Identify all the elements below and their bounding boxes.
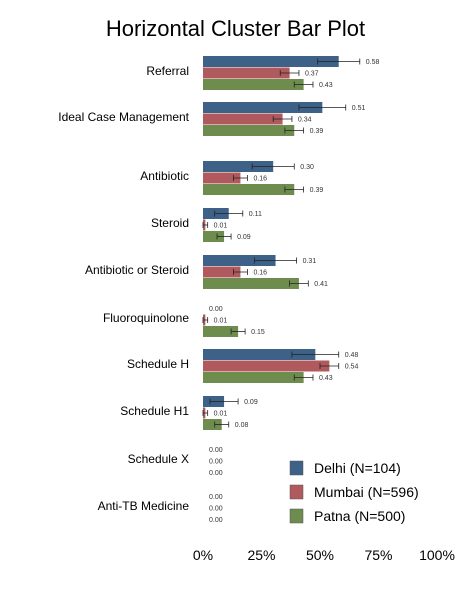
bar — [203, 172, 241, 184]
data-label: 0.00 — [209, 459, 223, 466]
x-tick-label: 50% — [306, 547, 334, 563]
bar — [203, 79, 304, 90]
data-label: 0.54 — [345, 364, 359, 371]
bar — [203, 125, 295, 136]
bar — [203, 255, 276, 266]
data-label: 0.09 — [237, 234, 251, 241]
data-label: 0.00 — [209, 506, 223, 513]
bar — [203, 184, 295, 195]
legend-label: Delhi (N=104) — [314, 460, 401, 476]
data-label: 0.09 — [244, 399, 258, 406]
category-label: Schedule X — [128, 452, 189, 466]
chart-title: Horizontal Cluster Bar Plot — [105, 16, 366, 41]
data-label: 0.16 — [253, 270, 267, 277]
bar — [203, 326, 239, 337]
data-label: 0.37 — [305, 71, 319, 78]
data-label: 0.11 — [249, 211, 262, 218]
category-label: Steroid — [151, 216, 189, 230]
bar — [203, 419, 222, 430]
data-label: 0.00 — [209, 494, 223, 501]
category-label: Anti-TB Medicine — [98, 499, 190, 513]
bar — [203, 360, 330, 372]
data-label: 0.41 — [314, 281, 328, 288]
data-label: 0.01 — [214, 318, 228, 325]
x-tick-label: 100% — [419, 547, 455, 563]
category-label: Referral — [146, 64, 189, 78]
x-tick-label: 25% — [247, 547, 275, 563]
legend-swatch — [289, 484, 304, 500]
category-label: Antibiotic or Steroid — [85, 263, 189, 277]
data-label: 0.01 — [214, 223, 228, 230]
data-label: 0.39 — [310, 187, 324, 194]
bar — [203, 278, 299, 289]
legend-swatch — [289, 460, 304, 476]
data-label: 0.08 — [235, 422, 249, 429]
category-label: Antibiotic — [140, 169, 189, 183]
data-label: 0.58 — [366, 59, 380, 66]
data-label: 0.43 — [319, 375, 333, 382]
category-label: Schedule H1 — [120, 404, 189, 418]
x-tick-label: 75% — [364, 547, 392, 563]
data-label: 0.51 — [352, 105, 366, 112]
data-label: 0.00 — [209, 447, 223, 454]
legend-label: Patna (N=500) — [314, 508, 405, 524]
data-label: 0.31 — [303, 258, 317, 265]
legend-swatch — [289, 508, 304, 524]
category-label: Schedule H — [127, 357, 189, 371]
bar — [203, 349, 316, 360]
bar — [203, 113, 283, 125]
data-label: 0.48 — [345, 352, 359, 359]
bar — [203, 372, 304, 383]
data-label: 0.43 — [319, 82, 333, 89]
data-label: 0.00 — [209, 306, 223, 313]
data-label: 0.01 — [214, 411, 228, 418]
legend-label: Mumbai (N=596) — [314, 484, 419, 500]
bar — [203, 102, 323, 113]
data-label: 0.00 — [209, 470, 223, 477]
bar — [203, 231, 225, 242]
data-label: 0.16 — [253, 176, 267, 183]
category-label: Ideal Case Management — [58, 110, 189, 124]
bar — [203, 161, 274, 172]
data-label: 0.00 — [209, 517, 223, 524]
data-label: 0.39 — [310, 128, 324, 135]
bar — [203, 266, 241, 278]
data-label: 0.15 — [251, 329, 265, 336]
category-label: Fluoroquinolone — [103, 311, 189, 325]
data-label: 0.30 — [300, 164, 314, 171]
x-tick-label: 0% — [193, 547, 213, 563]
data-label: 0.34 — [298, 117, 312, 124]
bar — [203, 67, 290, 79]
bar — [203, 56, 339, 67]
